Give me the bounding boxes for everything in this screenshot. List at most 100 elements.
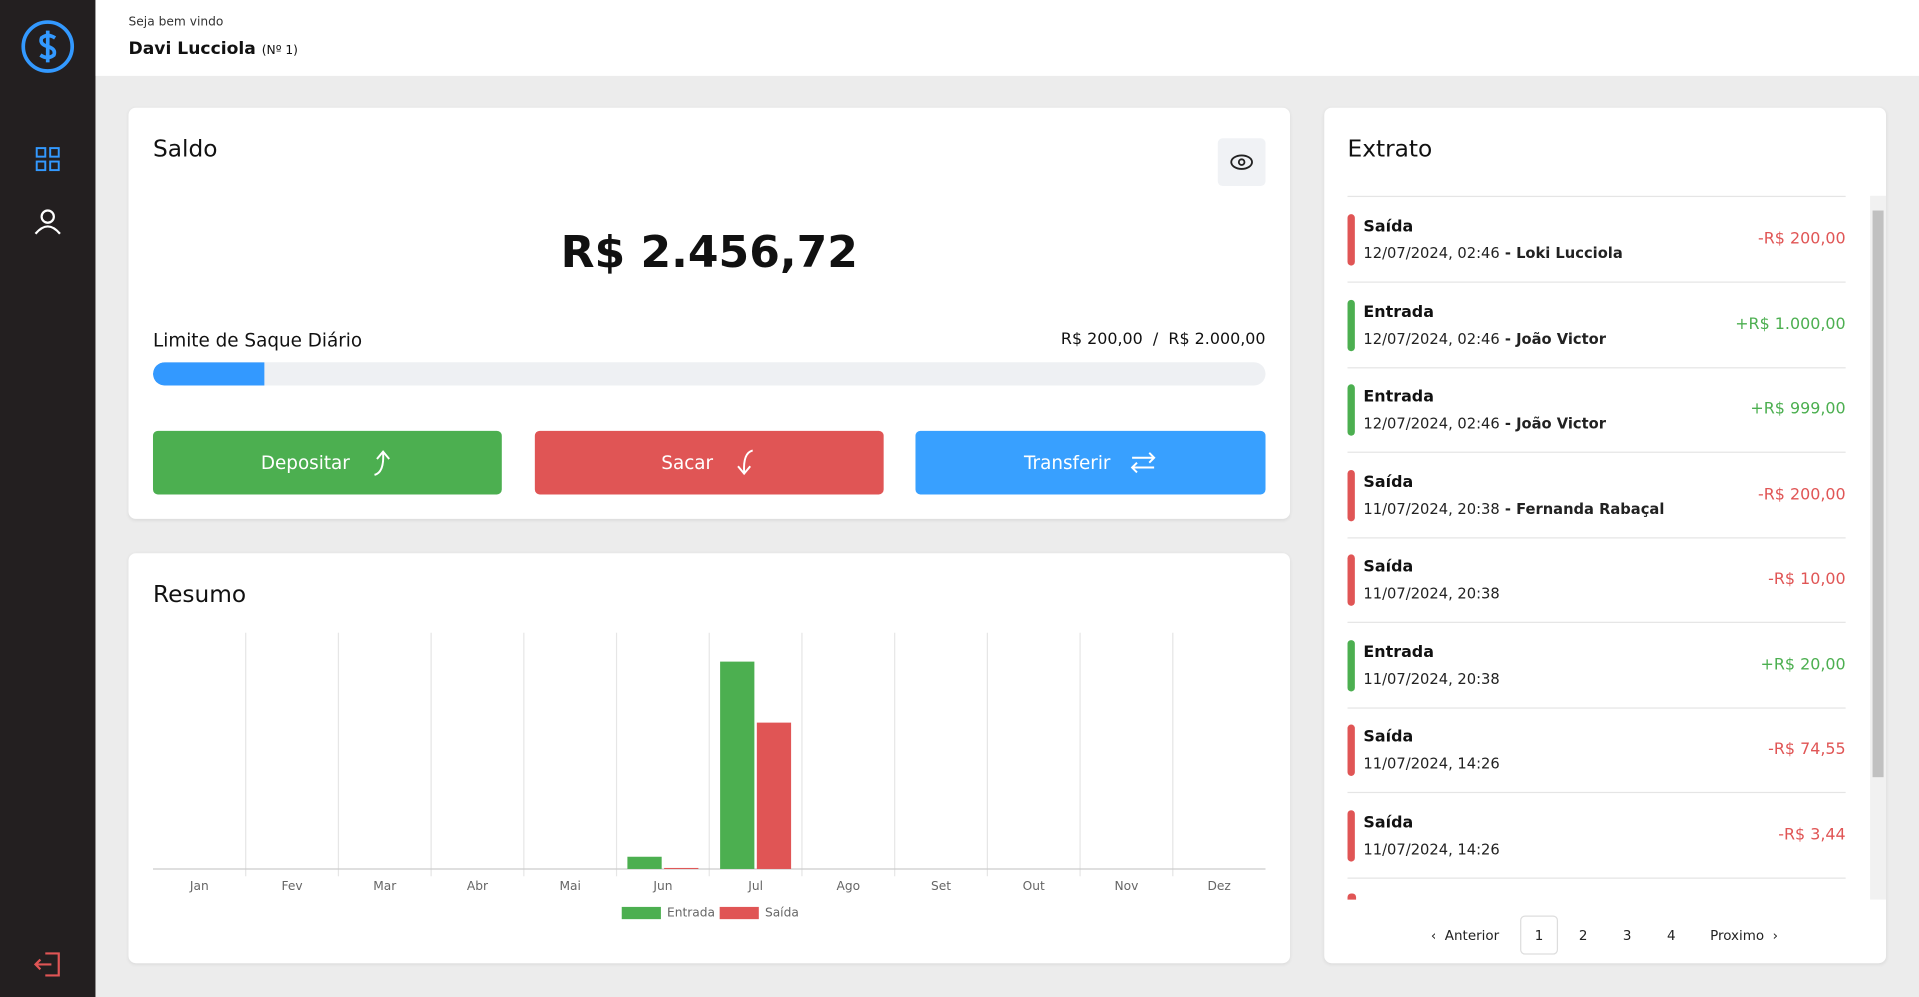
legend-swatch xyxy=(719,906,759,920)
greeting: Seja bem vindo xyxy=(128,15,224,30)
item-name: Loki Lucciola xyxy=(1500,245,1623,262)
limit-separator: / xyxy=(1152,330,1159,349)
prev-page[interactable]: ‹ Anterior xyxy=(1430,927,1500,944)
withdraw-button[interactable]: Sacar xyxy=(534,430,884,495)
page-button[interactable]: 2 xyxy=(1578,927,1588,944)
bar xyxy=(627,856,662,869)
x-tick-label: Out xyxy=(1023,879,1045,893)
statement-item: Entrada 11/07/2024, 20:38 +R$ 20,00 xyxy=(1347,622,1846,709)
item-date: 11/07/2024, 20:38 xyxy=(1363,670,1500,688)
x-tick-label: Mai xyxy=(559,879,580,893)
header: Seja bem vindo Davi Lucciola (Nº 1) xyxy=(95,0,1919,76)
item-name: João Victor xyxy=(1500,415,1606,432)
profile-icon[interactable] xyxy=(34,208,61,235)
type-indicator xyxy=(1347,214,1355,266)
x-tick-label: Jun xyxy=(652,879,672,893)
item-amount: -R$ 74,55 xyxy=(1768,740,1846,759)
item-type: Saída xyxy=(1363,217,1414,237)
name: Davi Lucciola xyxy=(128,39,256,59)
page-button[interactable]: 4 xyxy=(1666,927,1676,944)
limit-text: R$ 200,00 / R$ 2.000,00 xyxy=(1061,330,1266,348)
transfer-button[interactable]: Transferir xyxy=(915,430,1266,495)
partial-item xyxy=(1347,893,1357,900)
x-tick-label: Jan xyxy=(189,879,209,893)
x-tick-label: Dez xyxy=(1207,879,1230,893)
x-tick-label: Set xyxy=(931,879,951,893)
page-button[interactable]: 3 xyxy=(1622,927,1632,944)
type-indicator xyxy=(1347,554,1355,606)
item-amount: -R$ 10,00 xyxy=(1768,570,1846,589)
statement-item: Saída 11/07/2024, 20:38Fernanda Rabaçal -R… xyxy=(1347,452,1846,538)
item-details: 12/07/2024, 02:46João Victor xyxy=(1363,415,1606,432)
next-page[interactable]: Proximo › xyxy=(1710,927,1779,944)
bar xyxy=(756,722,792,869)
item-type: Saída xyxy=(1363,813,1414,832)
x-tick-label: Ago xyxy=(837,879,861,893)
item-date: 11/07/2024, 20:38 xyxy=(1363,585,1500,603)
statement-item: Entrada 12/07/2024, 02:46João Victor +R$ 9… xyxy=(1347,367,1846,453)
limit-track xyxy=(152,362,1266,386)
limit-max: R$ 2.000,00 xyxy=(1168,330,1266,349)
item-amount: -R$ 200,00 xyxy=(1757,485,1846,504)
item-amount: -R$ 200,00 xyxy=(1757,230,1846,249)
limit-title: Limite de Saque Diário xyxy=(152,329,363,352)
page-button[interactable]: 1 xyxy=(1520,915,1559,955)
item-date: 11/07/2024, 14:26 xyxy=(1363,840,1500,858)
item-type: Saída xyxy=(1363,728,1414,747)
limit-used: R$ 200,00 xyxy=(1060,330,1143,349)
item-type: Saída xyxy=(1363,558,1414,577)
item-amount: +R$ 20,00 xyxy=(1760,655,1846,674)
item-date: 12/07/2024, 02:46 xyxy=(1363,244,1500,262)
list-top-border xyxy=(1347,195,1846,198)
prev-label: Anterior xyxy=(1444,927,1500,944)
item-amount: +R$ 1.000,00 xyxy=(1735,315,1846,334)
button-label: Transferir xyxy=(1024,451,1111,474)
deposit-button[interactable]: Depositar xyxy=(152,430,502,495)
balance: R$ 2.456,72 xyxy=(560,227,858,278)
x-tick-label: Jul xyxy=(747,879,763,893)
type-indicator xyxy=(1347,469,1355,521)
item-details: 12/07/2024, 02:46Loki Lucciola xyxy=(1363,245,1622,262)
item-details: 11/07/2024, 20:38 xyxy=(1363,585,1499,602)
logout-icon[interactable] xyxy=(33,951,62,978)
bar xyxy=(720,661,755,869)
type-indicator xyxy=(1347,384,1355,436)
x-tick-label: Mar xyxy=(373,879,397,893)
type-indicator xyxy=(1347,809,1355,862)
item-amount: +R$ 999,00 xyxy=(1750,400,1846,419)
type-indicator xyxy=(1347,299,1355,351)
logo xyxy=(21,20,75,73)
item-date: 12/07/2024, 02:46 xyxy=(1363,414,1500,433)
next-label: Proximo xyxy=(1710,927,1765,944)
statement-item: Saída 12/07/2024, 02:46Loki Lucciola -R$ 2… xyxy=(1347,197,1846,283)
statement-item: Saída 11/07/2024, 20:38 -R$ 10,00 xyxy=(1347,537,1846,623)
limit-progress xyxy=(152,362,265,386)
type-indicator xyxy=(1347,724,1355,776)
x-tick-label: Fev xyxy=(281,879,302,893)
x-tick-label: Abr xyxy=(467,879,489,893)
sidebar xyxy=(0,0,96,997)
scroll-thumb[interactable] xyxy=(1872,210,1884,778)
scrollbar[interactable] xyxy=(1870,195,1887,900)
button-label: Depositar xyxy=(260,451,350,474)
user-name: Davi Lucciola (Nº 1) xyxy=(129,39,298,59)
legend-swatch xyxy=(621,906,661,920)
toggle-visibility[interactable] xyxy=(1217,138,1266,187)
item-name: Fernanda Rabaçal xyxy=(1500,500,1665,517)
statement-item: Entrada 12/07/2024, 02:46João Victor +R$ 1… xyxy=(1347,282,1846,368)
type-indicator xyxy=(1347,639,1355,691)
statement-item: Saída 11/07/2024, 14:26 -R$ 74,55 xyxy=(1347,707,1846,794)
x-tick-label: Nov xyxy=(1115,879,1139,893)
item-details: 11/07/2024, 14:26 xyxy=(1363,840,1499,857)
extrato-title: Extrato xyxy=(1347,135,1433,163)
item-type: Saída xyxy=(1363,473,1414,492)
item-details: 11/07/2024, 14:26 xyxy=(1363,755,1499,772)
statement-item: Saída 11/07/2024, 14:26 -R$ 3,44 xyxy=(1347,792,1846,879)
item-type: Entrada xyxy=(1363,387,1434,407)
item-details: 11/07/2024, 20:38Fernanda Rabaçal xyxy=(1363,500,1664,517)
saldo-title: Saldo xyxy=(152,135,218,163)
legend-label: Entrada xyxy=(667,906,715,920)
dashboard-icon[interactable] xyxy=(35,147,60,172)
